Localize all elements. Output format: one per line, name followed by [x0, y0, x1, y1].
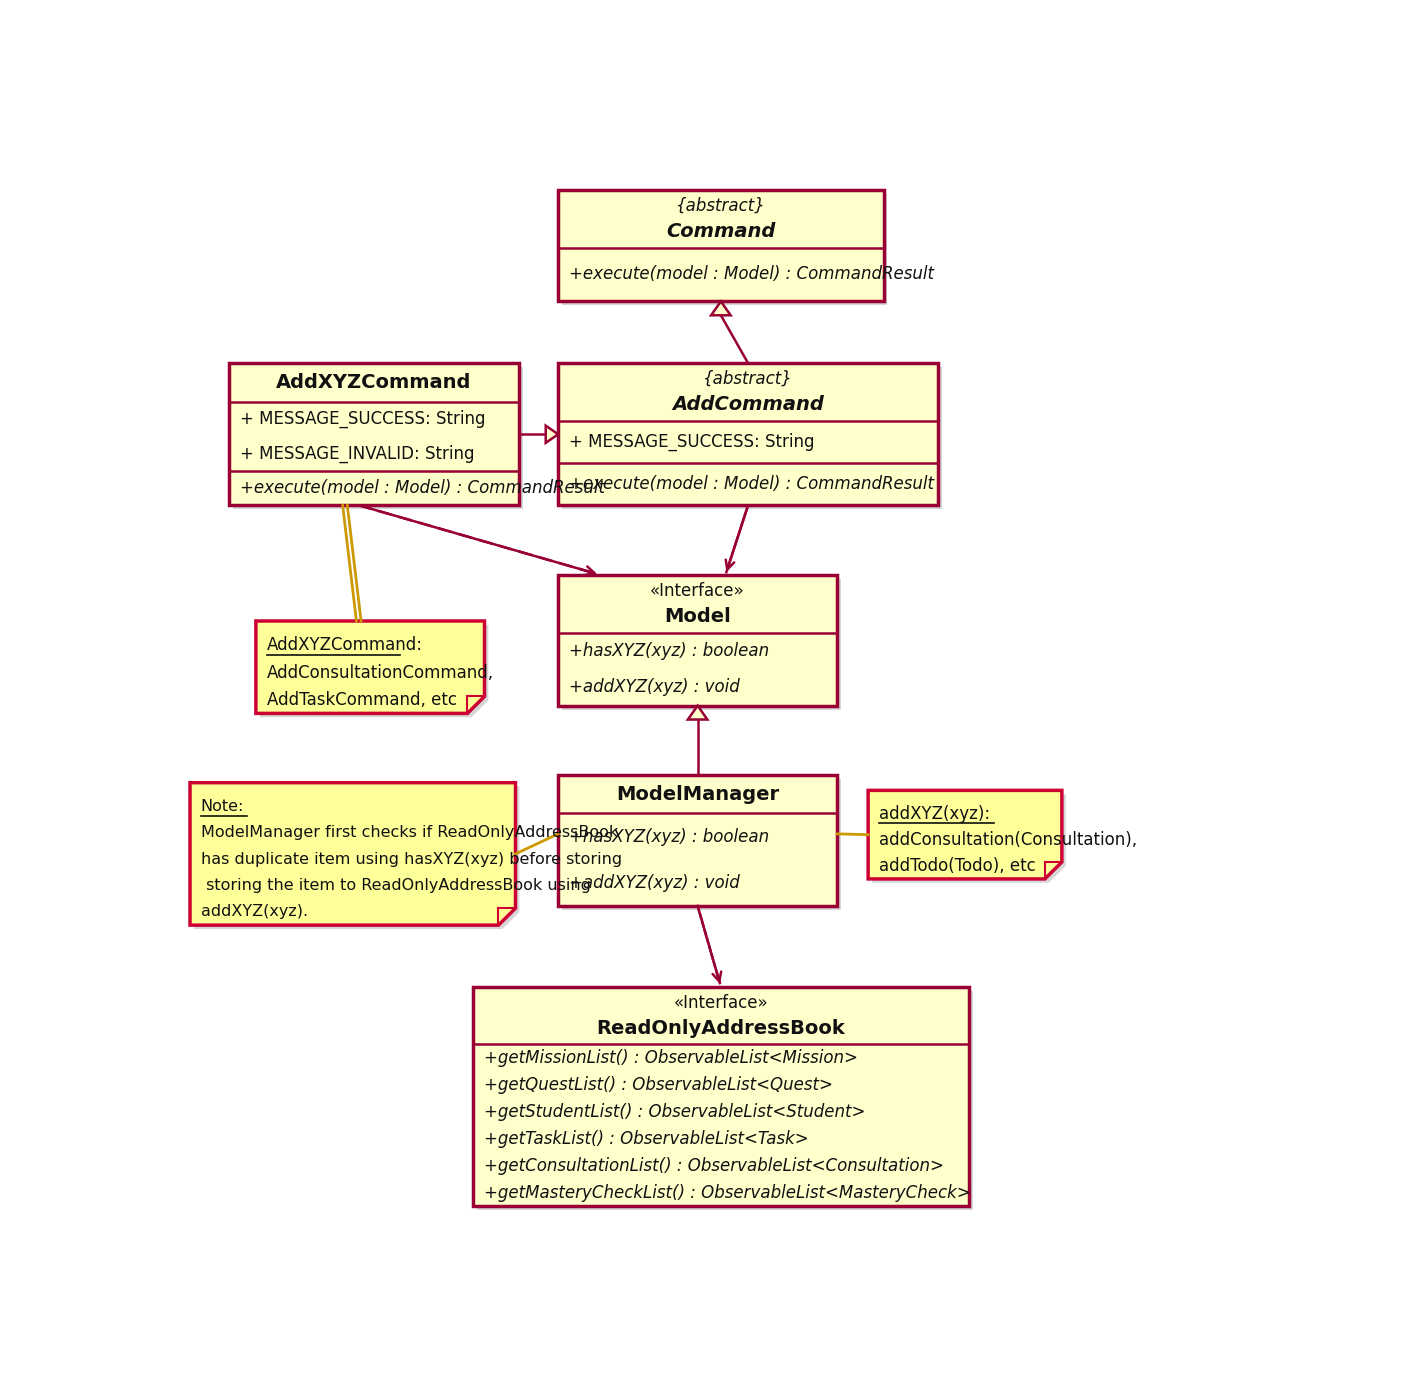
Text: addTodo(Todo), etc: addTodo(Todo), etc: [879, 857, 1036, 875]
Text: addXYZ(xyz):: addXYZ(xyz):: [879, 806, 990, 824]
Polygon shape: [711, 301, 731, 315]
Polygon shape: [260, 625, 488, 717]
Polygon shape: [562, 579, 841, 710]
Text: +getTaskList() : ObservableList<Task>: +getTaskList() : ObservableList<Task>: [484, 1129, 808, 1147]
Polygon shape: [233, 367, 524, 510]
Text: +addXYZ(xyz) : void: +addXYZ(xyz) : void: [569, 874, 739, 892]
Text: storing the item to ReadOnlyAddressBook using: storing the item to ReadOnlyAddressBook …: [201, 878, 591, 893]
Text: AddCommand: AddCommand: [672, 394, 823, 414]
Text: AddXYZCommand: AddXYZCommand: [277, 372, 472, 392]
Polygon shape: [558, 190, 883, 301]
Text: ModelManager first checks if ReadOnlyAddressBook: ModelManager first checks if ReadOnlyAdd…: [201, 825, 618, 840]
Text: +getConsultationList() : ObservableList<Consultation>: +getConsultationList() : ObservableList<…: [484, 1157, 943, 1175]
Text: AddTaskCommand, etc: AddTaskCommand, etc: [267, 690, 457, 708]
Text: +hasXYZ(xyz) : boolean: +hasXYZ(xyz) : boolean: [569, 828, 769, 846]
Text: + MESSAGE_SUCCESS: String: + MESSAGE_SUCCESS: String: [240, 410, 485, 428]
Polygon shape: [558, 775, 838, 906]
Polygon shape: [545, 425, 558, 443]
Text: Model: Model: [664, 607, 731, 626]
Polygon shape: [558, 363, 938, 506]
Text: Command: Command: [666, 222, 775, 240]
Polygon shape: [868, 790, 1062, 879]
Polygon shape: [255, 621, 485, 714]
Text: +execute(model : Model) : CommandResult: +execute(model : Model) : CommandResult: [569, 475, 935, 493]
Polygon shape: [477, 990, 973, 1210]
Text: has duplicate item using hasXYZ(xyz) before storing: has duplicate item using hasXYZ(xyz) bef…: [201, 851, 622, 867]
Text: addXYZ(xyz).: addXYZ(xyz).: [201, 904, 308, 920]
Text: «Interface»: «Interface»: [674, 995, 768, 1013]
Polygon shape: [562, 779, 841, 910]
Polygon shape: [472, 986, 969, 1206]
Text: AddXYZCommand:: AddXYZCommand:: [267, 636, 422, 654]
Text: «Interface»: «Interface»: [651, 582, 745, 600]
Polygon shape: [194, 786, 519, 929]
Text: Note:: Note:: [201, 799, 244, 814]
Polygon shape: [872, 795, 1066, 883]
Text: +getMasteryCheckList() : ObservableList<MasteryCheck>: +getMasteryCheckList() : ObservableList<…: [484, 1183, 970, 1201]
Text: +execute(model : Model) : CommandResult: +execute(model : Model) : CommandResult: [569, 265, 935, 283]
Polygon shape: [190, 782, 515, 925]
Polygon shape: [562, 193, 888, 306]
Polygon shape: [688, 706, 708, 720]
Text: {abstract}: {abstract}: [704, 371, 793, 388]
Text: + MESSAGE_SUCCESS: String: + MESSAGE_SUCCESS: String: [569, 433, 815, 451]
Text: {abstract}: {abstract}: [676, 197, 766, 215]
Text: +addXYZ(xyz) : void: +addXYZ(xyz) : void: [569, 678, 739, 696]
Text: +getStudentList() : ObservableList<Student>: +getStudentList() : ObservableList<Stude…: [484, 1103, 865, 1121]
Text: +execute(model : Model) : CommandResult: +execute(model : Model) : CommandResult: [240, 479, 605, 497]
Text: +hasXYZ(xyz) : boolean: +hasXYZ(xyz) : boolean: [569, 642, 769, 660]
Polygon shape: [558, 575, 838, 706]
Text: +getQuestList() : ObservableList<Quest>: +getQuestList() : ObservableList<Quest>: [484, 1076, 832, 1095]
Text: + MESSAGE_INVALID: String: + MESSAGE_INVALID: String: [240, 444, 474, 463]
Polygon shape: [562, 367, 942, 510]
Text: ModelManager: ModelManager: [616, 785, 779, 804]
Text: addConsultation(Consultation),: addConsultation(Consultation),: [879, 831, 1137, 849]
Text: AddConsultationCommand,: AddConsultationCommand,: [267, 664, 494, 682]
Text: ReadOnlyAddressBook: ReadOnlyAddressBook: [596, 1018, 845, 1038]
Text: +getMissionList() : ObservableList<Mission>: +getMissionList() : ObservableList<Missi…: [484, 1049, 858, 1067]
Polygon shape: [228, 363, 519, 506]
